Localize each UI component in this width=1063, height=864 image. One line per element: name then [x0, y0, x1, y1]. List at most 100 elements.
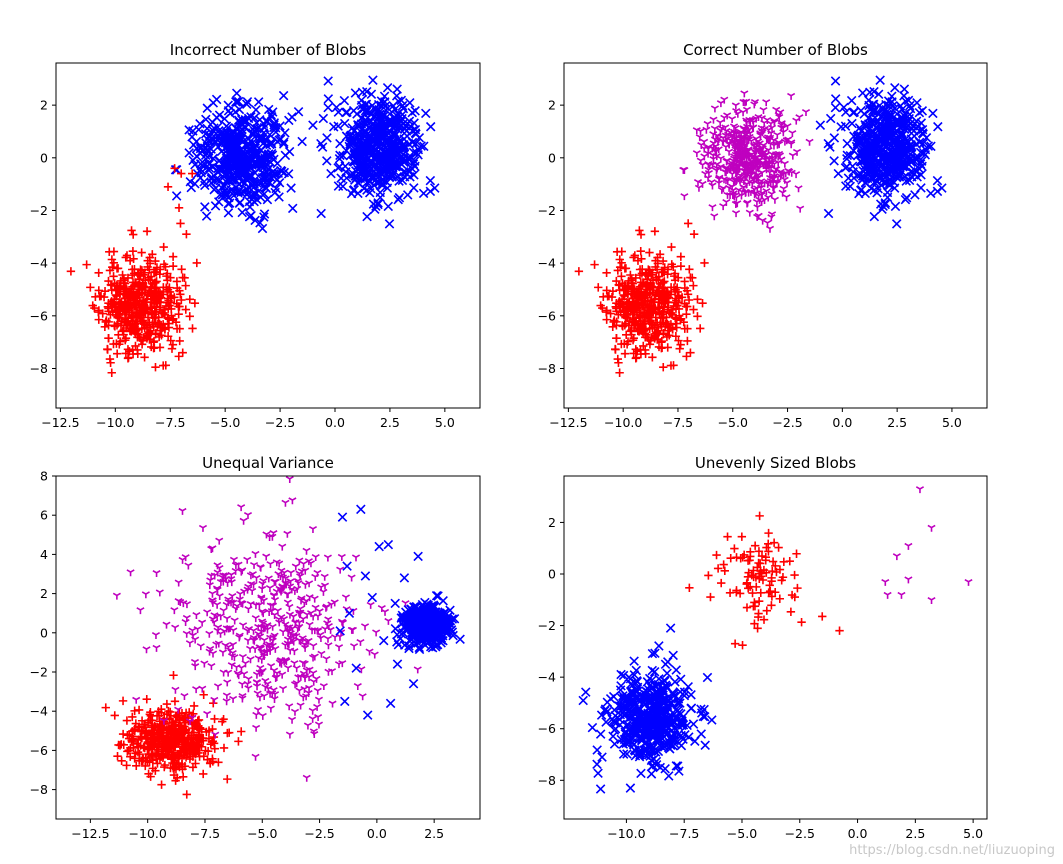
- data-point: [627, 278, 636, 288]
- data-point: [227, 662, 236, 670]
- data-point: [842, 150, 853, 161]
- data-point: [285, 603, 294, 611]
- data-point: [712, 148, 721, 156]
- data-point: [382, 177, 392, 188]
- data-point: [389, 137, 399, 148]
- series-cluster-red: [66, 219, 202, 377]
- scatter-points: [101, 476, 465, 799]
- data-point: [295, 687, 304, 695]
- data-point: [335, 626, 345, 636]
- data-point: [631, 354, 641, 363]
- data-point: [265, 609, 274, 617]
- data-point: [122, 301, 131, 311]
- data-point: [642, 744, 652, 755]
- data-point: [264, 575, 273, 583]
- data-point: [717, 186, 726, 194]
- data-point: [269, 120, 279, 130]
- data-point: [278, 90, 289, 101]
- data-point: [852, 139, 863, 149]
- data-point: [234, 561, 243, 569]
- data-point: [151, 256, 160, 266]
- data-point: [647, 665, 658, 676]
- data-point: [123, 273, 133, 283]
- data-point: [731, 102, 740, 110]
- data-point: [109, 247, 119, 256]
- data-point: [185, 718, 195, 726]
- data-point: [843, 173, 854, 183]
- data-point: [869, 86, 879, 97]
- data-point: [188, 632, 198, 640]
- data-point: [286, 630, 295, 638]
- y-tick-label: 2: [40, 98, 48, 113]
- data-point: [429, 183, 440, 193]
- data-point: [419, 141, 429, 152]
- data-point: [805, 138, 814, 146]
- data-point: [182, 230, 191, 239]
- data-point: [420, 108, 431, 119]
- data-point: [676, 262, 686, 271]
- data-point: [107, 255, 117, 264]
- x-tick-label: −12.5: [41, 415, 79, 430]
- y-tick-label: 8: [40, 469, 48, 484]
- data-point: [257, 595, 266, 603]
- data-point: [847, 118, 857, 129]
- data-point: [130, 298, 139, 308]
- data-point: [314, 721, 324, 729]
- data-point: [147, 283, 156, 292]
- data-point: [631, 273, 640, 283]
- data-point: [109, 339, 118, 349]
- data-point: [889, 165, 899, 176]
- data-point: [654, 283, 664, 292]
- data-point: [380, 146, 391, 156]
- data-point: [141, 761, 150, 771]
- data-point: [759, 107, 768, 115]
- data-point: [618, 670, 629, 681]
- data-point: [270, 632, 279, 640]
- data-point: [251, 550, 260, 558]
- data-point: [90, 303, 99, 313]
- data-point: [268, 623, 277, 631]
- data-point: [928, 108, 938, 119]
- data-point: [259, 610, 268, 618]
- data-point: [123, 354, 133, 363]
- data-point: [676, 340, 685, 349]
- data-point: [362, 165, 372, 175]
- data-point: [129, 254, 138, 264]
- data-point: [210, 714, 219, 724]
- data-point: [431, 590, 442, 601]
- data-point: [358, 693, 367, 701]
- y-tick-label: 0: [548, 150, 556, 165]
- data-point: [263, 149, 274, 159]
- data-point: [142, 695, 151, 704]
- data-point: [300, 600, 309, 608]
- series-cluster-blue: [390, 590, 465, 655]
- data-point: [671, 319, 680, 328]
- data-point: [621, 306, 630, 316]
- y-tick-label: −4: [30, 256, 48, 271]
- data-point: [620, 264, 630, 273]
- data-point: [608, 731, 618, 741]
- data-point: [210, 612, 219, 620]
- data-point: [258, 580, 267, 588]
- data-point: [223, 774, 232, 784]
- data-point: [704, 161, 713, 169]
- data-point: [135, 749, 144, 759]
- data-point: [739, 152, 748, 160]
- data-point: [322, 655, 331, 663]
- data-point: [201, 114, 211, 125]
- data-point: [323, 102, 333, 113]
- data-point: [331, 102, 342, 113]
- data-point: [625, 673, 636, 684]
- data-point: [894, 132, 905, 142]
- data-point: [248, 182, 259, 193]
- data-point: [177, 265, 186, 274]
- data-point: [674, 298, 683, 307]
- data-point: [671, 332, 681, 341]
- data-point: [375, 187, 385, 198]
- data-point: [350, 643, 359, 651]
- data-point: [353, 120, 363, 130]
- data-point: [158, 752, 168, 761]
- data-point: [624, 299, 633, 308]
- x-tick-label: 2.5: [424, 826, 444, 841]
- data-point: [212, 122, 223, 132]
